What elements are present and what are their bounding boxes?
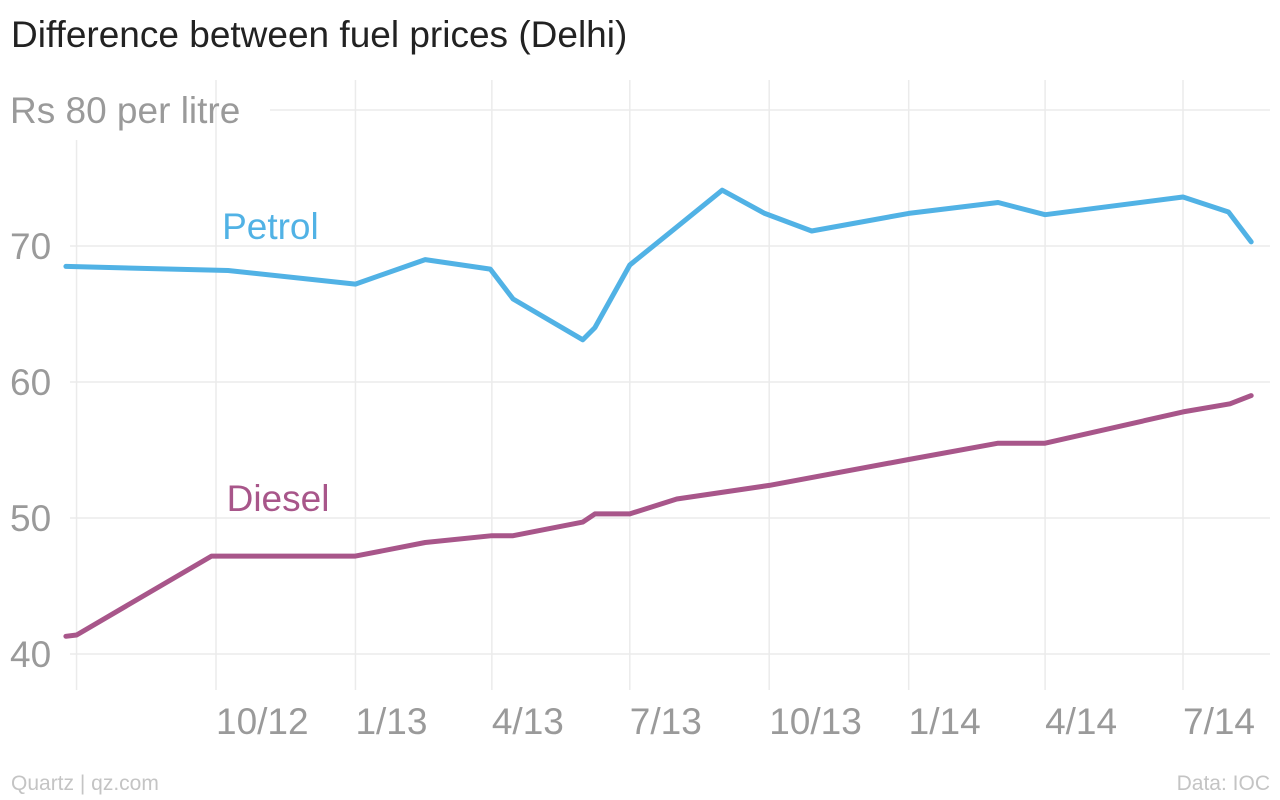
series-lines xyxy=(63,187,1254,639)
diesel-line xyxy=(63,393,1254,639)
data-source: Data: IOC xyxy=(1176,772,1270,795)
x-tick-label: 7/13 xyxy=(630,701,702,742)
x-tick-label: 4/13 xyxy=(492,701,564,742)
x-tick-label: 1/13 xyxy=(355,701,427,742)
diesel-label: Diesel xyxy=(227,478,330,519)
x-tick-label: 1/14 xyxy=(909,701,981,742)
petrol-line xyxy=(63,187,1254,343)
source-credit: Quartz | qz.com xyxy=(11,772,159,795)
x-tick-label: 7/14 xyxy=(1183,701,1255,742)
chart-title: Difference between fuel prices (Delhi) xyxy=(11,14,628,55)
y-tick-label: 40 xyxy=(10,634,51,675)
x-tick-label: 10/13 xyxy=(769,701,862,742)
y-tick-label: Rs 80 per litre xyxy=(10,90,240,131)
series-labels: Petrol Diesel xyxy=(222,206,329,519)
y-tick-label: 70 xyxy=(10,226,51,267)
axis-labels: 40 50 60 70 Rs 80 per litre 10/12 1/13 4/13 7/13… xyxy=(10,90,1255,742)
y-tick-label: 50 xyxy=(10,498,51,539)
petrol-label: Petrol xyxy=(222,206,319,247)
x-tick-label: 4/14 xyxy=(1045,701,1117,742)
x-tick-label: 10/12 xyxy=(216,701,309,742)
y-tick-label: 60 xyxy=(10,362,51,403)
grid-lines xyxy=(70,80,1270,690)
